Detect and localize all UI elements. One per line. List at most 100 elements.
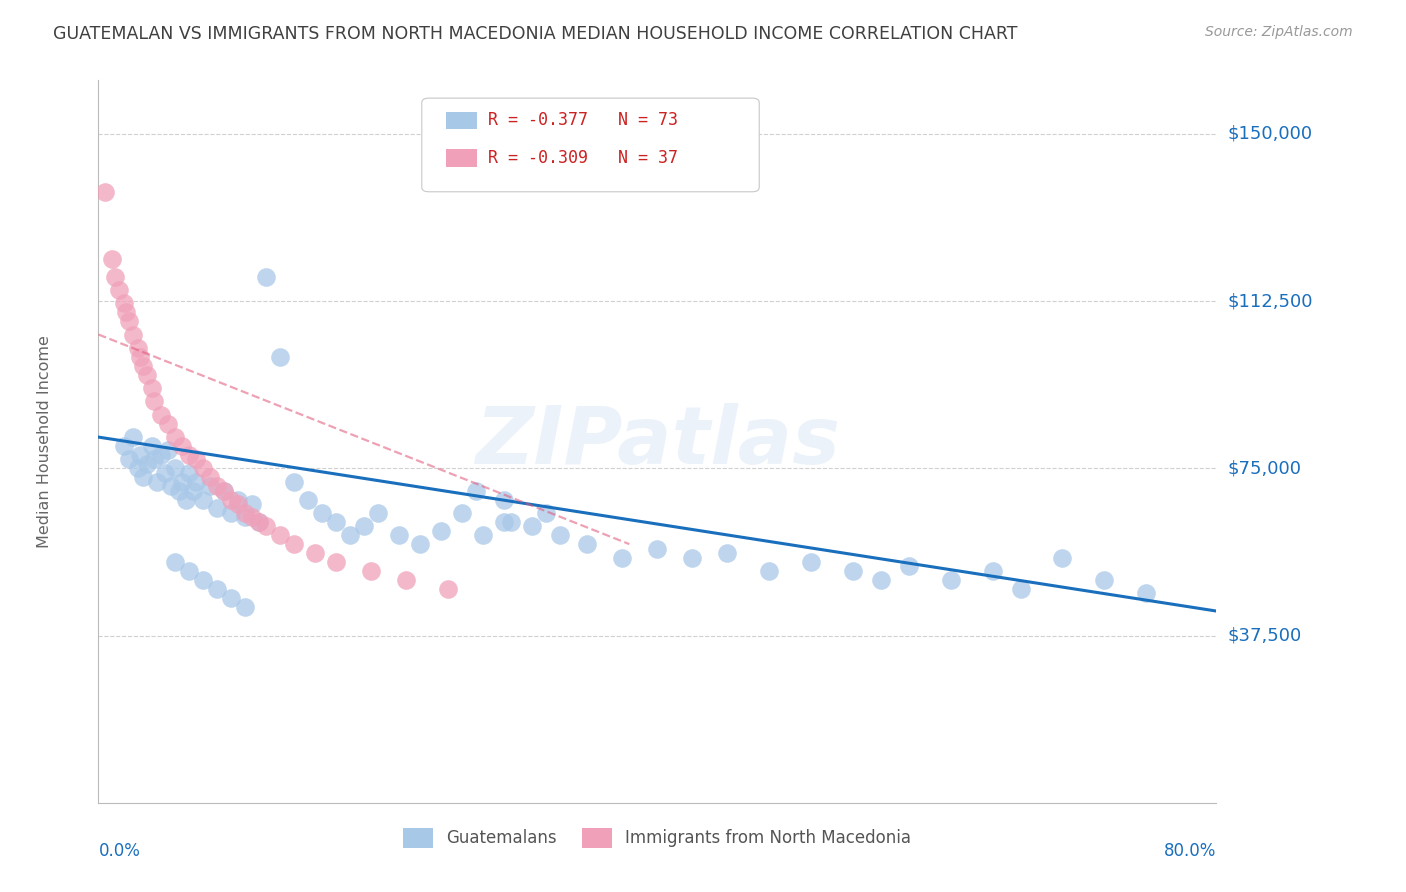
Point: [212, 483, 235, 498]
Point: [160, 479, 183, 493]
Point: [129, 350, 152, 364]
Text: 0.0%: 0.0%: [98, 842, 141, 860]
Point: [136, 368, 159, 382]
Point: [136, 457, 159, 471]
Point: [311, 506, 333, 520]
Point: [681, 550, 703, 565]
Point: [115, 305, 138, 319]
Point: [205, 501, 228, 516]
Point: [200, 470, 222, 484]
Point: [118, 314, 141, 328]
Point: [429, 524, 451, 538]
Text: $112,500: $112,500: [1227, 292, 1313, 310]
Point: [325, 555, 347, 569]
Point: [176, 492, 198, 507]
Point: [172, 475, 194, 489]
Point: [520, 519, 543, 533]
Point: [939, 573, 962, 587]
Text: $37,500: $37,500: [1227, 626, 1302, 645]
Point: [339, 528, 361, 542]
Point: [219, 506, 242, 520]
Point: [464, 483, 486, 498]
Point: [108, 283, 131, 297]
Point: [193, 573, 215, 587]
Point: [254, 519, 277, 533]
Point: [233, 506, 256, 520]
Point: [499, 515, 522, 529]
Point: [254, 269, 277, 284]
Legend: Guatemalans, Immigrants from North Macedonia: Guatemalans, Immigrants from North Maced…: [395, 820, 920, 856]
Point: [395, 573, 418, 587]
Text: 80.0%: 80.0%: [1164, 842, 1216, 860]
Text: ZIPatlas: ZIPatlas: [475, 402, 839, 481]
Point: [367, 506, 389, 520]
Point: [360, 564, 382, 578]
Point: [122, 430, 145, 444]
Point: [205, 582, 228, 596]
Point: [388, 528, 411, 542]
Point: [548, 528, 571, 542]
Point: [132, 359, 155, 373]
Text: $75,000: $75,000: [1227, 459, 1302, 477]
Point: [612, 550, 634, 565]
Point: [157, 417, 180, 431]
Point: [205, 479, 228, 493]
Text: R = -0.309   N = 37: R = -0.309 N = 37: [488, 149, 678, 167]
Text: $150,000: $150,000: [1227, 125, 1312, 143]
Point: [492, 515, 515, 529]
Point: [165, 555, 187, 569]
Point: [179, 448, 201, 462]
Point: [800, 555, 823, 569]
Point: [240, 510, 263, 524]
Point: [104, 269, 127, 284]
Point: [870, 573, 893, 587]
Point: [647, 541, 669, 556]
Point: [94, 185, 117, 199]
Point: [981, 564, 1004, 578]
Point: [179, 564, 201, 578]
Point: [172, 439, 194, 453]
Point: [146, 475, 169, 489]
Point: [219, 492, 242, 507]
Text: R = -0.377   N = 73: R = -0.377 N = 73: [488, 112, 678, 129]
Point: [450, 506, 472, 520]
Point: [101, 252, 124, 266]
Point: [200, 479, 222, 493]
Point: [150, 448, 173, 462]
Point: [118, 452, 141, 467]
Point: [132, 470, 155, 484]
Point: [219, 591, 242, 605]
Point: [179, 466, 201, 480]
Point: [143, 394, 166, 409]
Point: [193, 492, 215, 507]
Point: [155, 466, 177, 480]
Point: [122, 327, 145, 342]
Point: [471, 528, 494, 542]
Point: [165, 461, 187, 475]
Point: [127, 341, 149, 355]
Point: [576, 537, 599, 551]
Point: [129, 448, 152, 462]
Point: [304, 546, 326, 560]
Point: [233, 510, 256, 524]
Point: [247, 515, 270, 529]
Point: [492, 492, 515, 507]
Point: [169, 483, 191, 498]
Point: [297, 492, 319, 507]
Point: [1094, 573, 1116, 587]
Point: [193, 461, 215, 475]
Point: [165, 430, 187, 444]
Point: [269, 350, 291, 364]
Point: [325, 515, 347, 529]
Point: [127, 461, 149, 475]
Point: [226, 492, 249, 507]
Point: [212, 483, 235, 498]
Point: [150, 408, 173, 422]
Point: [1010, 582, 1032, 596]
Point: [226, 497, 249, 511]
Point: [1052, 550, 1074, 565]
Point: [233, 599, 256, 614]
Point: [112, 439, 135, 453]
Point: [716, 546, 738, 560]
Point: [186, 475, 208, 489]
